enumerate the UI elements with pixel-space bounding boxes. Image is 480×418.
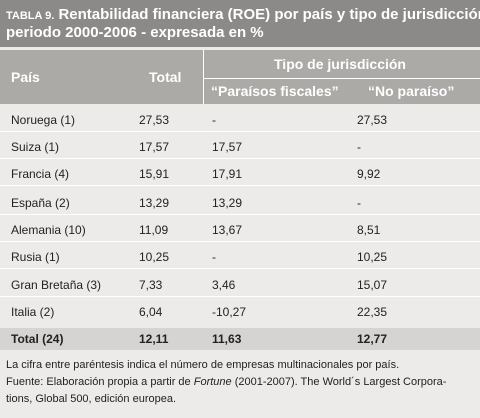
- cell-paraisos: -: [212, 113, 216, 127]
- header-column-divider: [203, 50, 204, 104]
- cell-total: 15,91: [139, 167, 170, 181]
- cell-pais: Gran Bretaña (3): [11, 278, 102, 292]
- row-divider: [0, 268, 480, 269]
- cell-no-paraiso: 10,25: [357, 250, 388, 264]
- note-source: Fuente: Elaboración propia a partir de F…: [6, 376, 447, 388]
- cell-pais: España (2): [11, 196, 70, 210]
- header-pais: País: [11, 69, 40, 85]
- table-title: TABLA 9. Rentabilidad financiera (ROE) p…: [6, 6, 480, 25]
- cell-pais: Suiza (1): [11, 140, 60, 154]
- cell-paraisos: 3,46: [212, 278, 236, 292]
- cell-no-paraiso: 12,77: [357, 332, 388, 346]
- cell-no-paraiso: 27,53: [357, 113, 388, 127]
- table-notes: La cifra entre paréntesis indica el núme…: [6, 357, 476, 408]
- cell-pais: Rusia (1): [11, 250, 60, 264]
- row-divider: [0, 131, 480, 132]
- cell-no-paraiso: 22,35: [357, 305, 388, 319]
- cell-total: 13,29: [139, 196, 170, 210]
- cell-pais: Noruega (1): [11, 113, 76, 127]
- cell-no-paraiso: 8,51: [357, 223, 381, 237]
- cell-paraisos: 13,29: [212, 196, 243, 210]
- cell-paraisos: -10,27: [212, 305, 247, 319]
- cell-total: 10,25: [139, 250, 170, 264]
- cell-paraisos: 17,91: [212, 167, 243, 181]
- table-subtitle: periodo 2000-2006 - expresada en %: [6, 24, 264, 41]
- header-divider: [203, 78, 480, 79]
- cell-total: 6,04: [139, 305, 163, 319]
- table-number: TABLA 9.: [6, 10, 55, 22]
- cell-no-paraiso: -: [357, 196, 361, 210]
- cell-no-paraiso: 9,92: [357, 167, 381, 181]
- row-divider: [0, 296, 480, 297]
- cell-total: 7,33: [139, 278, 163, 292]
- cell-no-paraiso: 15,07: [357, 278, 388, 292]
- cell-total: 11,09: [139, 223, 169, 237]
- cell-no-paraiso: -: [357, 140, 361, 154]
- cell-pais: Total (24): [11, 332, 64, 346]
- row-divider: [0, 214, 480, 215]
- header-no-paraiso: “No paraíso”: [368, 83, 455, 99]
- cell-pais: Italia (2): [11, 305, 55, 319]
- cell-paraisos: 11,63: [212, 332, 242, 346]
- note-source-continued: tions, Global 500, edición europea.: [6, 393, 177, 405]
- table-title-text: Rentabilidad financiera (ROE) por país y…: [54, 6, 480, 23]
- cell-paraisos: -: [212, 250, 216, 264]
- cell-pais: Francia (4): [11, 167, 70, 181]
- cell-pais: Alemania (10): [11, 223, 86, 237]
- note-parentheses: La cifra entre paréntesis indica el núme…: [6, 359, 400, 371]
- row-divider: [0, 241, 480, 242]
- total-row-background: [0, 328, 480, 350]
- row-divider: [0, 158, 480, 159]
- header-total: Total: [149, 69, 182, 85]
- table-header: País Total Tipo de jurisdicción “Paraíso…: [0, 50, 480, 104]
- header-tipo-jurisdiccion: Tipo de jurisdicción: [274, 56, 406, 72]
- header-paraisos: “Paraísos fiscales”: [211, 83, 339, 99]
- cell-total: 17,57: [139, 140, 170, 154]
- cell-total: 27,53: [139, 113, 170, 127]
- row-divider: [0, 185, 480, 186]
- cell-paraisos: 17,57: [212, 140, 243, 154]
- cell-paraisos: 13,67: [212, 223, 243, 237]
- table-title-bar: TABLA 9. Rentabilidad financiera (ROE) p…: [0, 0, 480, 47]
- cell-total: 12,11: [139, 332, 169, 346]
